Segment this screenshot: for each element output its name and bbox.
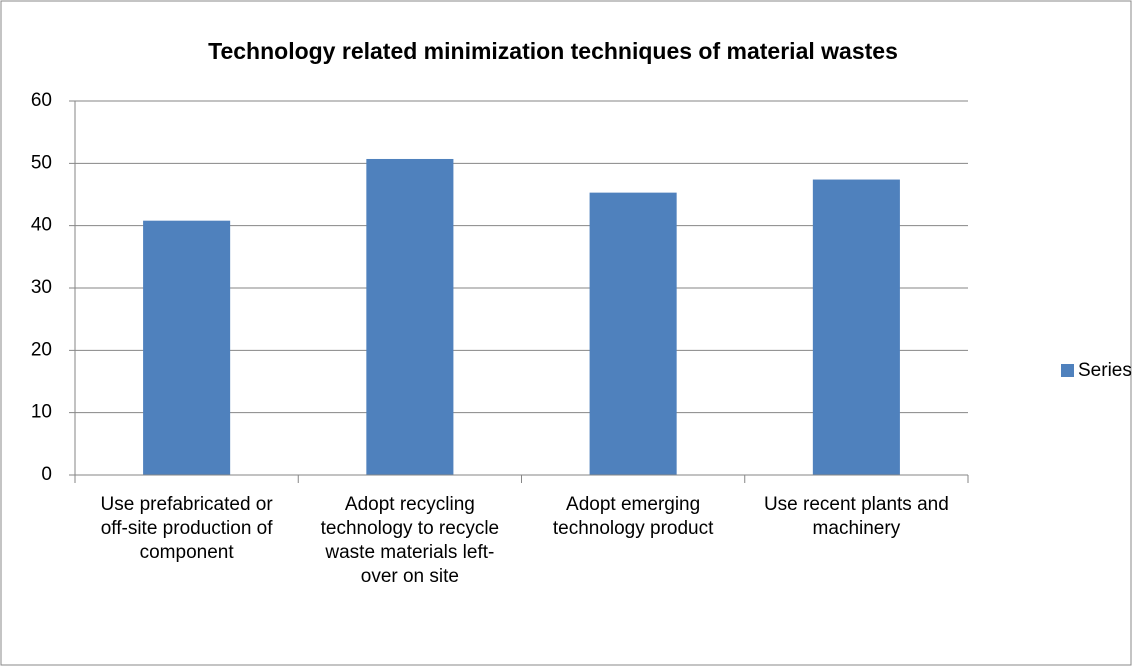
chart-title: Technology related minimization techniqu… <box>208 38 898 64</box>
x-tick-label: Use recent plants and machinery <box>763 494 949 539</box>
x-tick-label: Adopt recycling technology to recycle wa… <box>320 494 500 587</box>
y-tick-label: 30 <box>31 277 52 298</box>
legend-swatch <box>1061 364 1074 377</box>
x-tick-label: Adopt emerging technology product <box>552 494 714 539</box>
y-tick-label: 0 <box>41 464 52 485</box>
bar <box>366 158 454 475</box>
bar <box>589 192 677 475</box>
bar <box>812 179 900 476</box>
bar <box>143 220 231 475</box>
y-tick-label: 20 <box>31 339 52 360</box>
y-tick-label: 40 <box>31 215 52 236</box>
x-tick-label: Use prefabricated or off-site production… <box>100 494 273 563</box>
y-tick-label: 60 <box>31 90 52 111</box>
y-tick-label: 50 <box>31 152 52 173</box>
legend-label: Series 1 <box>1078 360 1132 381</box>
y-tick-label: 10 <box>31 402 52 423</box>
